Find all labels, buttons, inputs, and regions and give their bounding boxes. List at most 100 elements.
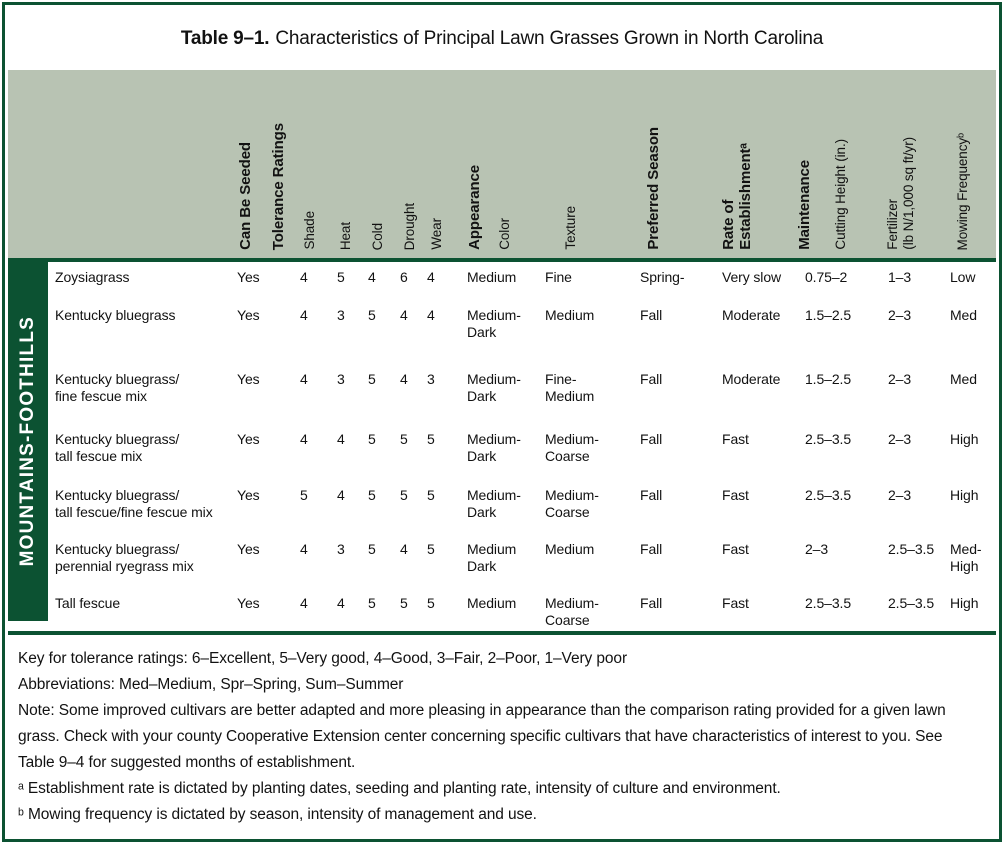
region-band-label: MOUNTAINS-FOOTHILLS bbox=[17, 316, 38, 567]
cell-seeded: Yes bbox=[237, 431, 260, 447]
col-header-can-be-seeded: Can Be Seeded bbox=[237, 142, 254, 250]
cell-cold: 5 bbox=[368, 487, 376, 503]
cell-seeded: Yes bbox=[237, 487, 260, 503]
cell-texture: Medium- Coarse bbox=[545, 595, 599, 628]
cell-cutting: 2.5–3.5 bbox=[805, 431, 852, 447]
cell-season: Fall bbox=[640, 431, 663, 447]
col-header-wear: Wear bbox=[429, 218, 444, 250]
cell-season: Fall bbox=[640, 487, 663, 503]
cell-cutting: 2.5–3.5 bbox=[805, 487, 852, 503]
cell-color: Medium bbox=[467, 269, 517, 285]
cell-rate: Very slow bbox=[722, 269, 782, 285]
cell-color: Medium- Dark bbox=[467, 431, 521, 464]
table-number: Table 9–1. bbox=[180, 28, 270, 49]
col-header-color: Color bbox=[497, 218, 512, 250]
cell-heat: 3 bbox=[337, 541, 345, 557]
col-header-maintenance: Maintenance bbox=[796, 160, 813, 250]
cell-fertilizer: 2–3 bbox=[888, 431, 912, 447]
cell-cutting: 0.75–2 bbox=[805, 269, 848, 285]
col-header-texture: Texture bbox=[563, 206, 578, 250]
col-header-cutting-height: Cutting Height (in.) bbox=[833, 139, 848, 250]
cell-fertilizer: 1–3 bbox=[888, 269, 912, 285]
cell-wear: 5 bbox=[427, 541, 435, 557]
cell-texture: Medium- Coarse bbox=[545, 487, 599, 520]
cell-color: Medium bbox=[467, 595, 517, 611]
cell-heat: 5 bbox=[337, 269, 345, 285]
cell-cold: 5 bbox=[368, 595, 376, 611]
cell-mowing: Med bbox=[950, 307, 977, 323]
note-general: Note: Some improved cultivars are better… bbox=[18, 702, 946, 771]
cell-name: Zoysiagrass bbox=[55, 269, 130, 285]
cell-cold: 4 bbox=[368, 269, 376, 285]
cell-fertilizer: 2–3 bbox=[888, 307, 912, 323]
cell-season: Fall bbox=[640, 541, 663, 557]
table-row: Tall fescue Yes 4 4 5 5 5 Medium Medium-… bbox=[55, 595, 996, 631]
cell-wear: 5 bbox=[427, 595, 435, 611]
cell-mowing: High bbox=[950, 487, 979, 503]
cell-shade: 4 bbox=[300, 307, 308, 323]
cell-heat: 3 bbox=[337, 371, 345, 387]
cell-shade: 4 bbox=[300, 371, 308, 387]
cell-seeded: Yes bbox=[237, 595, 260, 611]
cell-rate: Fast bbox=[722, 595, 749, 611]
cell-color: Medium- Dark bbox=[467, 487, 521, 520]
table-row: Kentucky bluegrass/ tall fescue/fine fes… bbox=[55, 487, 996, 541]
note-abbreviations: Abbreviations: Med–Medium, Spr–Spring, S… bbox=[18, 676, 404, 693]
cell-wear: 4 bbox=[427, 269, 435, 285]
cell-texture: Fine bbox=[545, 269, 572, 285]
cell-color: Medium- Dark bbox=[467, 371, 521, 404]
cell-rate: Moderate bbox=[722, 371, 781, 387]
region-band: MOUNTAINS-FOOTHILLS bbox=[8, 262, 48, 621]
cell-heat: 3 bbox=[337, 307, 345, 323]
cell-name: Kentucky bluegrass/ tall fescue mix bbox=[55, 431, 180, 464]
cell-cold: 5 bbox=[368, 371, 376, 387]
cell-cold: 5 bbox=[368, 541, 376, 557]
table-row: Zoysiagrass Yes 4 5 4 6 4 Medium Fine Sp… bbox=[55, 269, 996, 307]
table-title-text: Characteristics of Principal Lawn Grasse… bbox=[275, 28, 824, 49]
footnote-b: ᵇ Mowing frequency is dictated by season… bbox=[18, 806, 537, 823]
cell-seeded: Yes bbox=[237, 371, 260, 387]
cell-rate: Fast bbox=[722, 487, 749, 503]
column-header-band: Can Be Seeded Tolerance Ratings Shade He… bbox=[8, 70, 996, 258]
cell-drought: 4 bbox=[400, 541, 408, 557]
cell-name: Kentucky bluegrass/ fine fescue mix bbox=[55, 371, 180, 404]
cell-rate: Moderate bbox=[722, 307, 781, 323]
cell-shade: 4 bbox=[300, 595, 308, 611]
cell-mowing: High bbox=[950, 595, 979, 611]
col-header-tolerance-ratings: Tolerance Ratings bbox=[270, 122, 287, 250]
col-header-fertilizer: Fertilizer (lb N/1,000 sq ft/yr) bbox=[885, 137, 916, 250]
cell-mowing: Med- High bbox=[950, 541, 982, 574]
cell-mowing: Med bbox=[950, 371, 977, 387]
grass-rows: Zoysiagrass Yes 4 5 4 6 4 Medium Fine Sp… bbox=[48, 262, 996, 631]
cell-drought: 5 bbox=[400, 595, 408, 611]
cell-texture: Medium bbox=[545, 541, 595, 557]
cell-cold: 5 bbox=[368, 307, 376, 323]
cell-cold: 5 bbox=[368, 431, 376, 447]
cell-season: Spring- bbox=[640, 269, 685, 285]
cell-name: Kentucky bluegrass bbox=[55, 307, 176, 323]
divider-header bbox=[8, 258, 996, 262]
cell-rate: Fast bbox=[722, 541, 749, 557]
cell-cutting: 2.5–3.5 bbox=[805, 595, 852, 611]
table-title: Table 9–1. Characteristics of Principal … bbox=[8, 8, 996, 70]
col-header-cold: Cold bbox=[370, 222, 385, 250]
table-row: Kentucky bluegrass/ tall fescue mix Yes … bbox=[55, 431, 996, 487]
cell-name: Kentucky bluegrass/ tall fescue/fine fes… bbox=[55, 487, 213, 520]
cell-fertilizer: 2.5–3.5 bbox=[888, 541, 935, 557]
cell-cutting: 1.5–2.5 bbox=[805, 307, 852, 323]
cell-shade: 5 bbox=[300, 487, 308, 503]
cell-fertilizer: 2–3 bbox=[888, 371, 912, 387]
cell-shade: 4 bbox=[300, 269, 308, 285]
table-row: Kentucky bluegrass Yes 4 3 5 4 4 Medium-… bbox=[55, 307, 996, 371]
cell-wear: 5 bbox=[427, 431, 435, 447]
table-row: Kentucky bluegrass/ fine fescue mix Yes … bbox=[55, 371, 996, 431]
cell-name: Tall fescue bbox=[55, 595, 121, 611]
cell-mowing: High bbox=[950, 431, 979, 447]
table-row: Kentucky bluegrass/ perennial ryegrass m… bbox=[55, 541, 996, 595]
cell-shade: 4 bbox=[300, 431, 308, 447]
cell-color: Medium- Dark bbox=[467, 307, 521, 340]
cell-wear: 4 bbox=[427, 307, 435, 323]
cell-texture: Medium bbox=[545, 307, 595, 323]
